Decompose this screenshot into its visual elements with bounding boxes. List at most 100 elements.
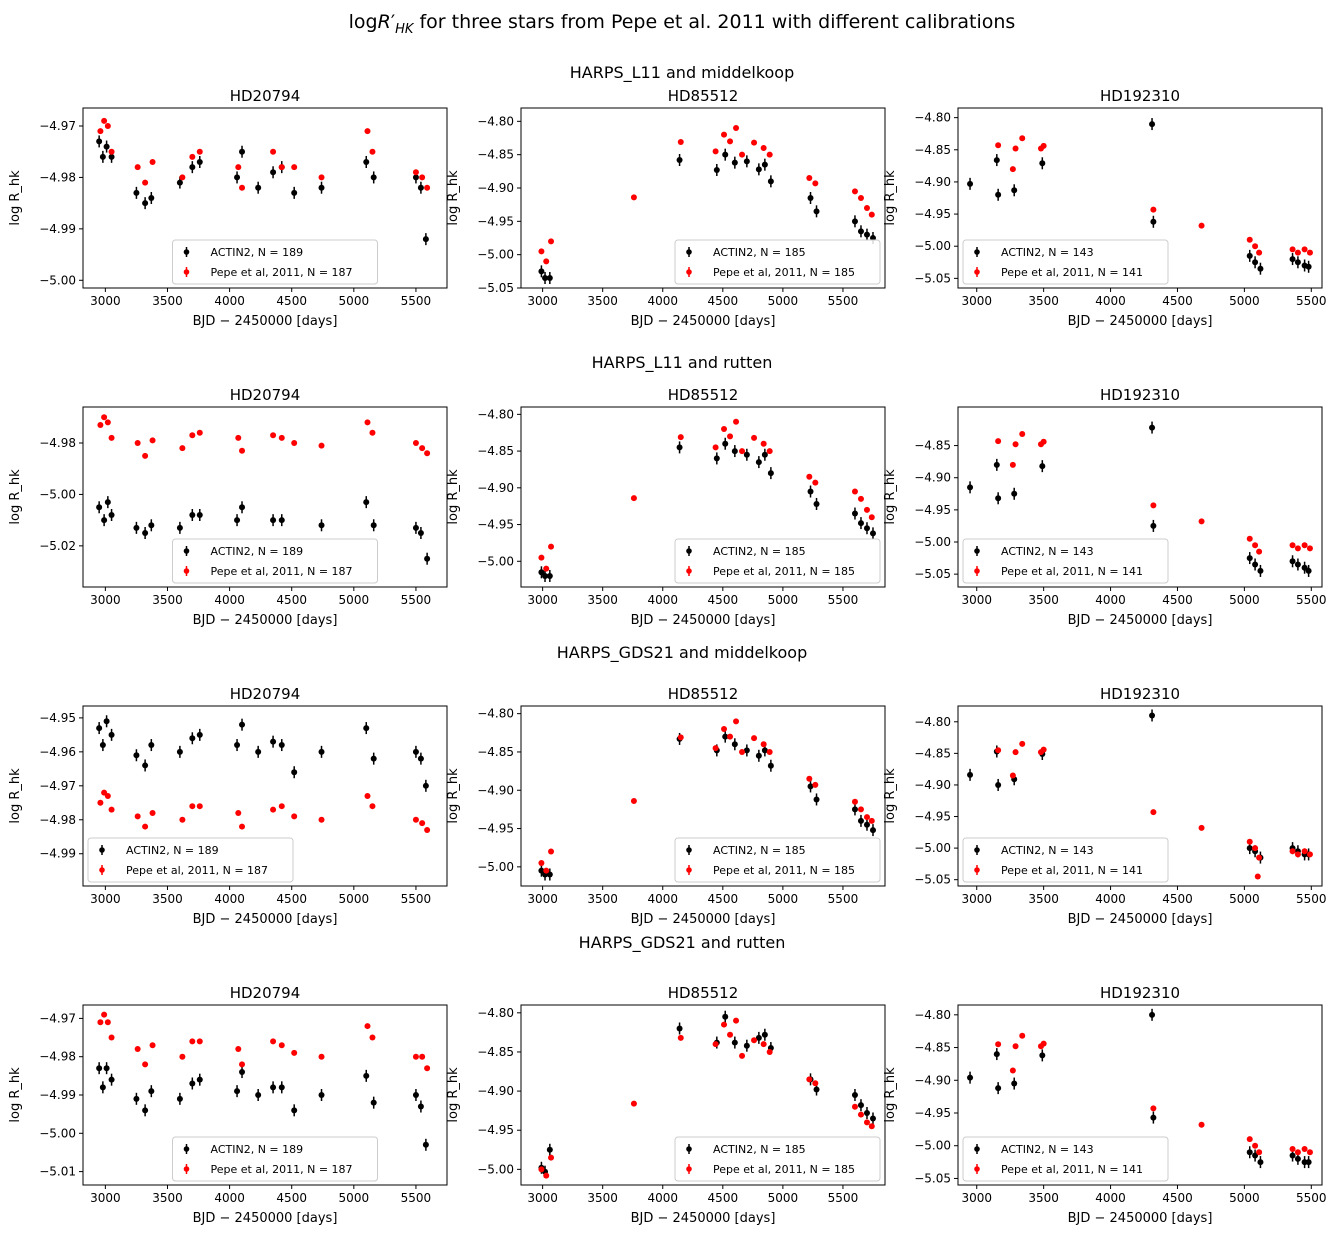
x-axis-label: BJD − 2450000 [days]: [1068, 613, 1213, 628]
data-point: [278, 164, 285, 171]
data-point: [546, 1146, 553, 1153]
data-point: [1198, 222, 1205, 229]
data-point: [1301, 542, 1308, 549]
data-point: [270, 169, 277, 176]
data-point: [1012, 441, 1019, 448]
data-point: [255, 748, 262, 755]
data-point: [1257, 1159, 1264, 1166]
data-point: [142, 179, 149, 186]
data-point: [291, 813, 298, 820]
data-point: [291, 189, 298, 196]
data-point: [148, 522, 155, 529]
data-point: [1009, 461, 1016, 468]
data-point: [806, 775, 813, 782]
legend-marker: [974, 568, 980, 574]
legend-marker: [974, 867, 980, 873]
x-tick-label: 5000: [1229, 593, 1260, 607]
data-point: [739, 748, 746, 755]
legend: ACTIN2, N = 189 Pepe et al, 2011, N = 187: [172, 1136, 378, 1182]
data-point: [291, 769, 298, 776]
data-point: [731, 741, 738, 748]
figure-title-prime: ′: [391, 11, 395, 33]
data-point: [851, 510, 858, 517]
data-point: [108, 153, 115, 160]
data-point: [993, 157, 1000, 164]
figure-title-prefix: log: [349, 11, 378, 33]
x-tick-label: 3000: [527, 294, 558, 308]
data-point: [1301, 848, 1308, 855]
data-point: [1149, 121, 1156, 128]
y-tick-label: −5.05: [914, 567, 951, 581]
series-pepe: [97, 414, 431, 459]
data-point: [1294, 249, 1301, 256]
data-point: [189, 164, 196, 171]
y-tick-label: −5.00: [39, 273, 76, 287]
data-point: [424, 826, 431, 833]
data-point: [270, 738, 277, 745]
data-point: [543, 258, 550, 265]
legend-marker: [686, 568, 692, 574]
data-point: [1040, 746, 1047, 753]
data-point: [101, 517, 108, 524]
data-point: [995, 438, 1002, 445]
x-tick-label: 4000: [647, 892, 678, 906]
data-point: [142, 452, 149, 459]
x-axis-label: BJD − 2450000 [days]: [631, 613, 776, 628]
data-point: [857, 806, 864, 813]
panel-4-2: HD85512 3000 3500 4000 4500 5000 5500 −4.80 −4.8…: [446, 984, 886, 1226]
y-tick-label: −4.98: [39, 170, 76, 184]
data-point: [727, 733, 734, 740]
panel-title: HD192310: [1100, 984, 1180, 1002]
x-tick-label: 3000: [961, 892, 992, 906]
data-point: [101, 1011, 108, 1018]
data-point: [677, 734, 684, 741]
axes-frame: [82, 705, 448, 887]
y-tick-label: −5.05: [914, 873, 951, 887]
panel-title: HD192310: [1100, 685, 1180, 703]
x-tick-label: 5000: [768, 892, 799, 906]
x-tick-label: 5500: [401, 892, 432, 906]
data-point: [760, 1041, 767, 1048]
legend-box: [87, 837, 294, 883]
legend-marker: [686, 867, 692, 873]
data-point: [713, 455, 720, 462]
y-tick-label: −4.98: [39, 436, 76, 450]
x-tick-label: 4500: [708, 593, 739, 607]
legend-marker: [974, 1146, 980, 1152]
x-tick-label: 4500: [1162, 1191, 1193, 1205]
legend-label: Pepe et al, 2011, N = 185: [713, 864, 855, 877]
data-point: [142, 530, 149, 536]
x-tick-label: 3000: [90, 294, 121, 308]
x-tick-label: 3500: [1028, 892, 1059, 906]
x-tick-label: 4000: [1095, 1191, 1126, 1205]
data-point: [1289, 558, 1296, 565]
x-tick-label: 3000: [90, 892, 121, 906]
data-point: [1150, 809, 1157, 816]
y-tick-label: −5.05: [914, 271, 951, 285]
data-point: [1039, 1052, 1046, 1059]
data-point: [189, 153, 196, 160]
panel-2-1: HD20794 3000 3500 4000 4500 5000 5500 −4.98 −5.0…: [8, 386, 448, 628]
x-tick-label: 5000: [339, 593, 370, 607]
y-tick-label: −4.96: [39, 745, 76, 759]
legend-box: [674, 1136, 881, 1182]
data-point: [149, 1042, 156, 1049]
y-axis-label: log R_hk: [8, 170, 23, 226]
data-point: [179, 816, 186, 823]
data-point: [270, 1038, 277, 1045]
data-point: [676, 157, 683, 163]
data-point: [189, 1080, 196, 1087]
y-tick-label: −4.90: [914, 471, 951, 485]
legend-box: [962, 1136, 1169, 1182]
data-point: [548, 543, 555, 550]
data-point: [630, 1100, 637, 1107]
legend: ACTIN2, N = 143 Pepe et al, 2011, N = 141: [962, 1136, 1169, 1182]
x-tick-label: 5000: [1229, 892, 1260, 906]
data-point: [235, 809, 242, 816]
data-point: [142, 762, 149, 769]
data-point: [1294, 1155, 1301, 1162]
y-tick-label: −4.95: [39, 711, 76, 725]
data-point: [133, 752, 140, 759]
legend-label: Pepe et al, 2011, N = 185: [713, 266, 855, 279]
data-point: [1254, 873, 1261, 880]
